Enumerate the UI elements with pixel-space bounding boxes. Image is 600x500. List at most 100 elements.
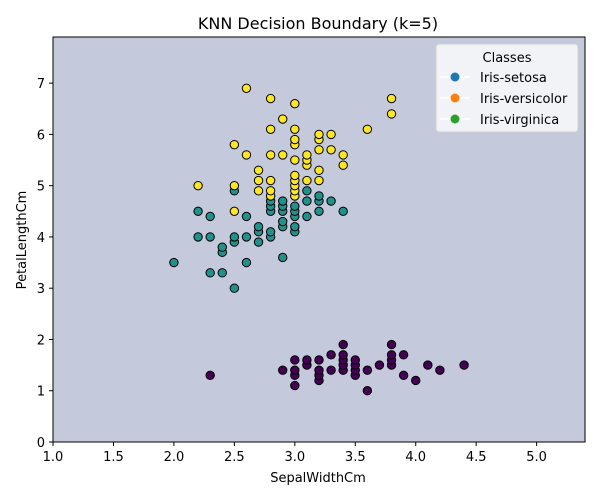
data-point-series3: [193, 180, 203, 191]
data-point-series1: [314, 365, 324, 375]
data-point-series1: [398, 370, 409, 381]
data-point-series2: [193, 232, 203, 242]
plot-frame: [52, 36, 586, 443]
data-point-series2: [278, 216, 288, 227]
data-point-series2: [205, 211, 215, 222]
legend-entry: Iris-setosa: [440, 71, 547, 86]
y-tick-label: 2: [37, 333, 45, 348]
data-point-series2: [253, 221, 264, 232]
y-tick-label: 1: [37, 385, 45, 400]
data-point-series2: [205, 232, 215, 242]
data-point-series1: [423, 360, 433, 370]
data-point-series1: [278, 365, 288, 375]
data-point-series1: [338, 350, 348, 360]
data-point-series1: [302, 355, 312, 365]
data-point-series3: [386, 109, 397, 119]
data-point-series1: [326, 365, 336, 375]
data-point-series2: [193, 206, 203, 217]
data-point-series3: [302, 150, 312, 160]
data-point-series2: [229, 283, 240, 293]
y-tick-label: 5: [37, 180, 45, 195]
x-tick-label: 4.0: [405, 450, 426, 465]
data-point-series2: [302, 196, 312, 206]
x-axis: 1.0 1.5 2.0 2.5 3.0 3.5 4.0 4.5 5.0: [43, 442, 547, 465]
data-point-series1: [290, 355, 300, 365]
data-point-series1: [362, 365, 373, 375]
legend-label: Iris-versicolor: [480, 92, 568, 107]
data-point-series2: [229, 232, 240, 242]
data-point-series1: [435, 365, 445, 375]
data-point-series1: [411, 375, 421, 386]
data-point-series3: [253, 165, 264, 175]
data-point-series3: [314, 129, 324, 140]
data-point-series3: [386, 93, 397, 104]
data-point-series3: [290, 155, 300, 165]
data-point-series3: [338, 160, 348, 170]
data-point-series2: [314, 206, 324, 217]
data-point-series3: [362, 124, 373, 134]
x-tick-label: 5.0: [526, 450, 547, 465]
data-point-series3: [290, 170, 300, 181]
y-axis-label: PetalLengthCm: [15, 191, 30, 290]
data-point-series1: [205, 370, 215, 381]
data-point-series2: [217, 242, 227, 252]
data-point-series3: [290, 98, 300, 109]
data-point-series3: [314, 145, 324, 155]
x-tick-label: 3.0: [284, 450, 305, 465]
y-tick-label: 7: [37, 77, 45, 92]
data-point-series3: [314, 165, 324, 175]
data-point-series3: [229, 139, 240, 150]
data-point-series3: [278, 150, 288, 160]
data-point-series2: [253, 237, 264, 247]
data-point-series2: [302, 186, 312, 196]
data-point-series2: [290, 221, 300, 232]
x-tick-label: 2.5: [224, 450, 245, 465]
data-point-series2: [314, 191, 324, 201]
data-point-series2: [241, 257, 252, 268]
data-point-series1: [290, 365, 300, 375]
legend-box: [435, 43, 579, 133]
data-point-series3: [265, 124, 276, 134]
data-point-series3: [265, 186, 276, 196]
data-point-series2: [278, 196, 288, 206]
data-point-series1: [338, 339, 348, 350]
data-point-series2: [290, 201, 300, 211]
data-point-series1: [386, 350, 397, 360]
data-point-series3: [302, 175, 312, 186]
data-point-series1: [362, 386, 373, 396]
data-point-series1: [314, 355, 324, 365]
data-point-series3: [265, 175, 276, 186]
data-point-series3: [338, 150, 348, 160]
data-point-series3: [326, 129, 336, 140]
data-point-series3: [253, 175, 264, 186]
y-tick-label: 6: [37, 128, 45, 143]
data-point-series3: [290, 124, 300, 134]
data-point-series3: [241, 83, 252, 93]
legend-label: Iris-virginica: [480, 113, 559, 128]
x-tick-label: 2.0: [164, 450, 185, 465]
data-point-series2: [338, 206, 348, 217]
data-point-series3: [229, 206, 240, 217]
legend-entry: Iris-versicolor: [440, 92, 568, 107]
data-point-series3: [241, 150, 252, 160]
data-point-series3: [265, 150, 276, 160]
data-point-series2: [278, 252, 288, 263]
data-point-series3: [265, 93, 276, 104]
data-point-series1: [350, 355, 360, 365]
x-tick-label: 1.0: [43, 450, 64, 465]
legend-marker: [450, 72, 460, 82]
y-tick-label: 0: [37, 436, 45, 451]
x-tick-label: 4.5: [466, 450, 487, 465]
legend-title: Classes: [483, 51, 532, 66]
data-point-series2: [241, 211, 252, 222]
data-point-series1: [386, 339, 397, 350]
data-points: [169, 83, 469, 396]
data-point-series1: [459, 360, 469, 370]
y-axis: 0 1 2 3 4 5 6 7: [37, 77, 53, 451]
legend-label: Iris-setosa: [480, 71, 547, 86]
data-point-series3: [326, 145, 336, 155]
data-point-series3: [278, 114, 288, 124]
x-tick-label: 3.5: [345, 450, 366, 465]
data-point-series1: [290, 380, 300, 391]
